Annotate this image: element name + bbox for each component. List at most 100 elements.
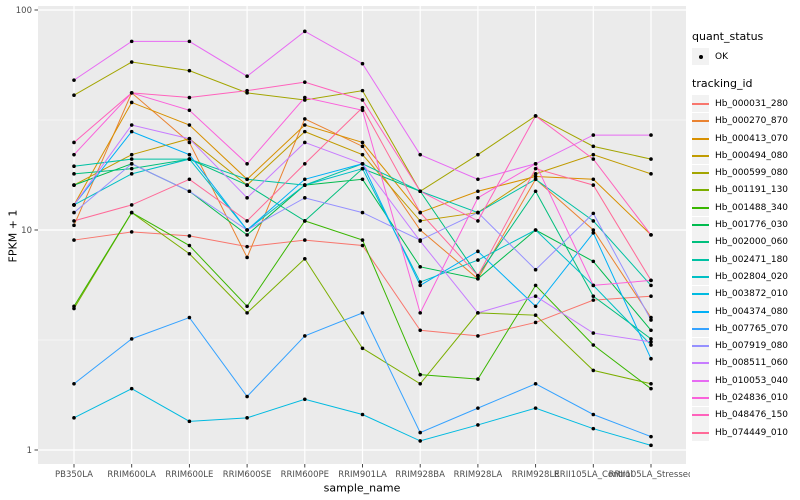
data-point-Hb_007765_070 xyxy=(360,311,365,315)
legend-item-label: Hb_007919_080 xyxy=(715,341,789,352)
data-point-Hb_001488_340 xyxy=(649,386,653,391)
data-point-Hb_001776_030 xyxy=(591,259,596,264)
y-tick-label: 1 xyxy=(27,446,32,456)
data-point-Hb_001191_130 xyxy=(649,381,653,386)
data-point-Hb_001191_130 xyxy=(245,311,249,315)
legend-item-ok: OK xyxy=(692,48,798,66)
data-point-Hb_001191_130 xyxy=(187,251,192,256)
data-point-Hb_074449_010 xyxy=(649,278,653,283)
data-point-Hb_003872_010 xyxy=(591,426,596,431)
data-point-Hb_007765_070 xyxy=(418,430,423,435)
legend-item-Hb_007765_070: Hb_007765_070 xyxy=(692,320,798,338)
legend-item-Hb_000599_080: Hb_000599_080 xyxy=(692,164,798,182)
legend-item-Hb_007919_080: Hb_007919_080 xyxy=(692,337,798,355)
legend-item-Hb_048476_150: Hb_048476_150 xyxy=(692,406,798,424)
legend-item-Hb_000494_080: Hb_000494_080 xyxy=(692,147,798,165)
data-point-Hb_008511_060 xyxy=(533,294,538,299)
data-point-Hb_001191_130 xyxy=(360,346,365,351)
data-point-Hb_004374_080 xyxy=(418,283,423,288)
data-point-Hb_000413_070 xyxy=(476,189,480,194)
legend-title-tracking-id: tracking_id xyxy=(692,77,753,91)
legend-item-Hb_008511_060: Hb_008511_060 xyxy=(692,354,798,372)
data-point-Hb_001776_030 xyxy=(418,265,423,269)
legend-item-Hb_002471_180: Hb_002471_180 xyxy=(692,251,798,269)
legend-item-Hb_002000_060: Hb_002000_060 xyxy=(692,233,798,251)
legend-item-label: Hb_000599_080 xyxy=(715,168,789,179)
data-point-Hb_010053_040 xyxy=(476,177,480,182)
data-point-Hb_000031_280 xyxy=(649,294,653,299)
data-point-Hb_000599_080 xyxy=(187,68,192,73)
data-point-Hb_000031_280 xyxy=(476,334,480,338)
data-point-Hb_074449_010 xyxy=(245,219,249,223)
legend-item-label: Hb_002804_020 xyxy=(715,271,789,282)
line-swatch-icon xyxy=(692,389,709,407)
data-point-Hb_000413_070 xyxy=(360,140,365,145)
data-point-Hb_000270_870 xyxy=(303,117,307,121)
data-point-Hb_000413_070 xyxy=(533,174,538,179)
data-point-Hb_002804_020 xyxy=(649,343,653,347)
data-point-Hb_000270_870 xyxy=(245,255,249,260)
data-point-Hb_002000_060 xyxy=(303,219,307,223)
data-point-Hb_010053_040 xyxy=(591,133,596,137)
data-point-Hb_074449_010 xyxy=(418,210,423,215)
x-tick-label: PB350LA xyxy=(55,470,93,480)
line-swatch-icon xyxy=(692,130,709,148)
data-point-Hb_048476_150 xyxy=(476,219,480,223)
point-marker-icon xyxy=(692,48,709,66)
x-tick-label: RRIM928LA xyxy=(454,470,503,480)
data-point-Hb_001488_340 xyxy=(591,343,596,347)
x-tick-label: RRIM600SE xyxy=(223,470,272,480)
data-point-Hb_000599_080 xyxy=(360,88,365,93)
line-swatch-icon xyxy=(692,354,709,372)
line-swatch-icon xyxy=(692,199,709,217)
legend-item-Hb_024836_010: Hb_024836_010 xyxy=(692,389,798,407)
data-point-Hb_001488_340 xyxy=(187,243,192,248)
x-axis-title: sample_name xyxy=(323,481,401,495)
legend-item-label: Hb_007765_070 xyxy=(715,323,789,334)
data-point-Hb_003872_010 xyxy=(533,406,538,410)
line-swatch-icon xyxy=(692,406,709,424)
data-point-Hb_000270_870 xyxy=(418,228,423,232)
data-point-Hb_000031_280 xyxy=(303,238,307,242)
legend-item-label: Hb_001776_030 xyxy=(715,220,789,231)
data-point-Hb_001488_340 xyxy=(360,238,365,242)
x-tick-label: RRII105LA_Stressed xyxy=(609,470,690,480)
data-point-Hb_008511_060 xyxy=(591,331,596,335)
data-point-Hb_001776_030 xyxy=(72,183,76,187)
data-point-Hb_008511_060 xyxy=(129,123,134,127)
data-point-Hb_048476_150 xyxy=(245,88,249,93)
legend-item-label: Hb_004374_080 xyxy=(715,306,789,317)
data-point-Hb_007919_080 xyxy=(649,318,653,322)
line-swatch-icon xyxy=(692,424,709,442)
data-point-Hb_000031_280 xyxy=(591,298,596,302)
legend-item-label: OK xyxy=(715,51,728,62)
data-point-Hb_007919_080 xyxy=(129,161,134,166)
data-point-Hb_024836_010 xyxy=(418,311,423,315)
line-swatch-icon xyxy=(692,268,709,286)
data-point-Hb_000031_280 xyxy=(360,243,365,248)
data-point-Hb_007919_080 xyxy=(591,211,596,216)
y-tick-label: 100 xyxy=(16,6,32,16)
data-point-Hb_048476_150 xyxy=(591,157,596,161)
data-point-Hb_000413_070 xyxy=(591,177,596,182)
data-point-Hb_000599_080 xyxy=(72,93,76,97)
data-point-Hb_002000_060 xyxy=(72,172,76,176)
data-point-Hb_010053_040 xyxy=(303,29,307,34)
data-point-Hb_008511_060 xyxy=(360,161,365,166)
data-point-Hb_001488_340 xyxy=(418,372,423,377)
data-point-Hb_001191_130 xyxy=(303,256,307,261)
data-point-Hb_004374_080 xyxy=(187,152,192,157)
data-point-Hb_007765_070 xyxy=(533,381,538,386)
data-point-Hb_001488_340 xyxy=(533,283,538,288)
data-point-Hb_000270_870 xyxy=(591,228,596,232)
legend-item-label: Hb_000494_080 xyxy=(715,150,789,161)
data-point-Hb_024836_010 xyxy=(303,95,307,100)
legend-item-label: Hb_000413_070 xyxy=(715,133,789,144)
x-tick-label: RRII105LA_Control xyxy=(554,470,633,480)
data-point-Hb_000599_080 xyxy=(649,157,653,161)
data-point-Hb_000494_080 xyxy=(591,152,596,157)
data-point-Hb_074449_010 xyxy=(187,177,192,182)
x-tick-label: RRIM928LE xyxy=(512,470,560,480)
data-point-Hb_002471_180 xyxy=(129,157,134,161)
